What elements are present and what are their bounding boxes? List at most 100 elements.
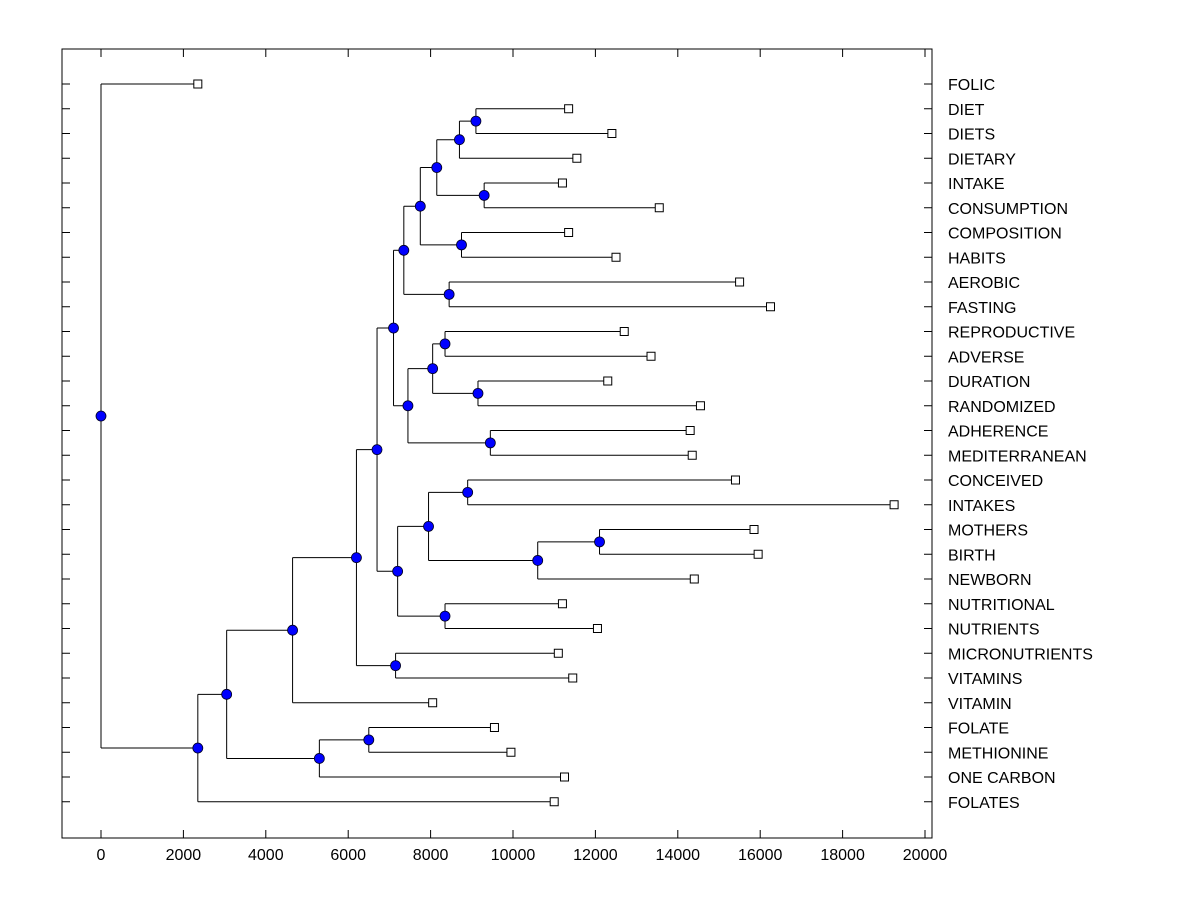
leaf-label: VITAMINS: [948, 671, 1022, 688]
leaf-label: METHIONINE: [948, 745, 1048, 762]
leaf-label: ONE CARBON: [948, 770, 1056, 787]
leaf-node-marker: [685, 426, 695, 435]
leaf-node-marker: [646, 351, 656, 361]
x-axis-tick-labels: 0 2000 4000 6000 8000 10000 12000 14000 16000 180…: [97, 847, 948, 864]
leaf-node-marker: [619, 327, 629, 336]
internal-node-marker: [390, 660, 401, 672]
dendrogram-nodes: [95, 79, 899, 807]
internal-node-marker: [287, 624, 298, 636]
internal-node-marker: [392, 565, 404, 577]
leaf-label: DIETARY: [948, 151, 1016, 168]
internal-node-marker: [478, 189, 490, 201]
leaf-node-marker: [687, 450, 697, 460]
leaf-label: ADVERSE: [948, 349, 1024, 366]
leaf-node-marker: [735, 277, 745, 287]
x-axis-ticks: [100, 49, 926, 838]
internal-node-marker: [462, 486, 474, 498]
leaf-node-marker: [572, 153, 582, 163]
leaf-node-marker: [193, 79, 203, 89]
leaf-node-marker: [603, 376, 613, 386]
leaf-node-marker: [766, 302, 775, 312]
leaf-label: MICRONUTRIENTS: [948, 646, 1093, 663]
internal-node-marker: [221, 688, 233, 700]
x-tick-label: 18000: [820, 847, 865, 864]
leaf-label: DIET: [948, 102, 985, 119]
x-tick-label: 12000: [573, 847, 618, 864]
leaf-label: VITAMIN: [948, 696, 1012, 713]
leaf-label: CONSUMPTION: [948, 201, 1068, 218]
internal-node-marker: [192, 742, 204, 754]
leaf-label: RANDOMIZED: [948, 399, 1056, 416]
internal-node-marker: [351, 552, 362, 564]
internal-node-marker: [313, 753, 325, 764]
leaf-labels: FOLIC DIET DIETS DIETARY INTAKE CONSUMPTION CO…: [948, 77, 1093, 812]
leaf-node-marker: [568, 673, 578, 683]
y-axis-ticks: [62, 83, 932, 803]
leaf-label: DURATION: [948, 374, 1030, 391]
internal-node-marker: [414, 200, 426, 212]
leaf-node-marker: [557, 599, 567, 609]
leaf-node-marker: [557, 178, 567, 188]
leaf-label: INTAKE: [948, 176, 1005, 193]
leaf-node-marker: [549, 797, 559, 807]
internal-node-marker: [388, 322, 399, 334]
x-tick-label: 0: [97, 847, 106, 864]
leaf-label: NUTRIENTS: [948, 622, 1040, 639]
leaf-node-marker: [749, 525, 759, 534]
leaf-label: INTAKES: [948, 498, 1015, 515]
leaf-node-marker: [730, 475, 740, 485]
dendrogram-edges: [100, 83, 895, 803]
leaf-node-marker: [689, 574, 699, 584]
leaf-node-marker: [553, 648, 563, 658]
x-tick-label: 10000: [491, 847, 536, 864]
x-tick-label: 2000: [166, 847, 202, 864]
leaf-label: MOTHERS: [948, 523, 1028, 540]
internal-node-marker: [472, 387, 484, 399]
leaf-node-marker: [592, 624, 602, 633]
x-tick-label: 4000: [248, 847, 284, 864]
leaf-node-marker: [695, 401, 705, 411]
internal-node-marker: [443, 288, 455, 300]
internal-node-marker: [439, 610, 451, 622]
leaf-node-marker: [564, 104, 574, 114]
internal-node-marker: [439, 338, 451, 350]
leaf-node-marker: [564, 228, 574, 237]
leaf-label: REPRODUCTIVE: [948, 325, 1075, 342]
internal-node-marker: [454, 134, 465, 146]
leaf-label: NEWBORN: [948, 572, 1032, 589]
internal-node-marker: [427, 363, 439, 375]
internal-node-marker: [398, 244, 410, 256]
internal-node-marker: [431, 162, 443, 173]
leaf-label: COMPOSITION: [948, 226, 1062, 243]
leaf-node-marker: [428, 698, 438, 708]
internal-node-marker: [402, 400, 414, 412]
plot-frame: [61, 48, 933, 839]
leaf-label: BIRTH: [948, 547, 996, 564]
x-tick-label: 6000: [330, 847, 366, 864]
leaf-label: CONCEIVED: [948, 473, 1043, 490]
leaf-label: FASTING: [948, 300, 1016, 317]
x-tick-label: 14000: [656, 847, 701, 864]
x-tick-label: 16000: [738, 847, 783, 864]
internal-node-marker: [532, 555, 544, 566]
leaf-label: ADHERENCE: [948, 424, 1048, 441]
leaf-label: HABITS: [948, 250, 1006, 267]
leaf-node-marker: [489, 723, 499, 732]
internal-node-marker: [470, 115, 482, 127]
internal-node-marker: [95, 410, 107, 422]
leaf-node-marker: [506, 747, 516, 757]
leaf-node-marker: [889, 500, 899, 510]
x-tick-label: 8000: [413, 847, 449, 864]
leaf-label: AEROBIC: [948, 275, 1020, 292]
leaf-label: FOLATE: [948, 721, 1009, 738]
internal-node-marker: [363, 734, 375, 746]
leaf-label: MEDITERRANEAN: [948, 448, 1087, 465]
x-tick-label: 20000: [903, 847, 948, 864]
internal-node-marker: [456, 239, 467, 251]
leaf-node-marker: [560, 772, 569, 782]
leaf-label: NUTRITIONAL: [948, 597, 1055, 614]
leaf-label: FOLATES: [948, 795, 1020, 812]
leaf-label: DIETS: [948, 127, 995, 144]
internal-node-marker: [371, 444, 383, 456]
